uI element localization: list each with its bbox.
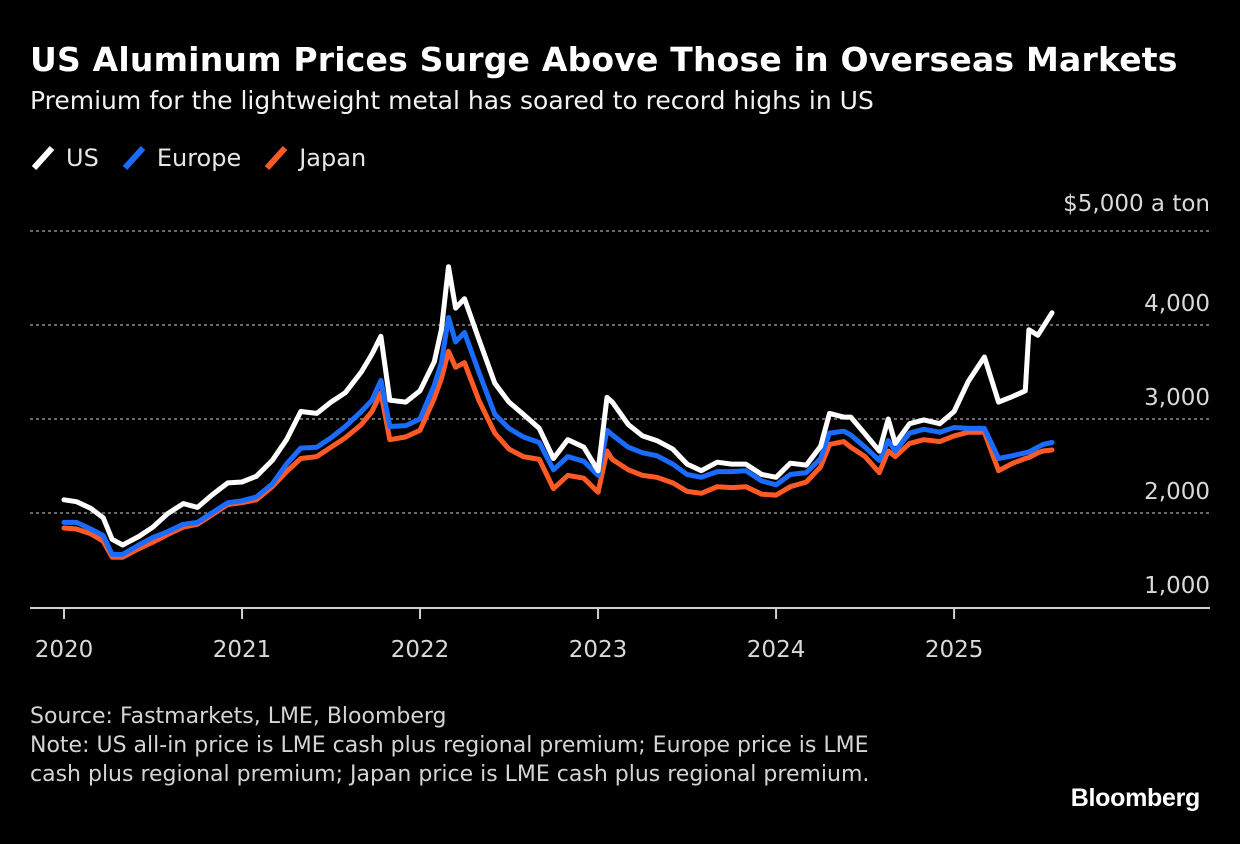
bloomberg-logo: Bloomberg [1070,784,1201,812]
note-text: Note: US all-in price is LME cash plus r… [30,733,870,787]
legend-label-europe: Europe [156,144,242,172]
chart-title: US Aluminum Prices Surge Above Those in … [30,40,1178,79]
legend-item-europe: Europe [121,144,241,172]
y-tick-label-3000: 3,000 [1144,385,1210,411]
legend-item-japan: Japan [263,144,366,172]
line-chart: 4,000 3,000 2,000 1,000 $5,000 a ton 2020 2021… [30,191,1210,663]
x-tick-label-2021: 2021 [213,637,272,663]
legend-swatch-us-icon [31,145,55,171]
source-text: Source: Fastmarkets, LME, Bloomberg [30,704,447,729]
y-unit-label: $5,000 a ton [1063,191,1210,217]
legend-label-japan: Japan [299,144,367,172]
x-tick-label-2024: 2024 [747,637,806,663]
legend-item-us: US [30,144,99,172]
legend-swatch-japan-icon [264,145,288,171]
y-tick-label-2000: 2,000 [1144,479,1210,505]
series-line-us [61,264,1055,548]
y-tick-label-1000: 1,000 [1144,573,1210,599]
x-tick-label-2020: 2020 [35,637,94,663]
chart-subtitle: Premium for the lightweight metal has so… [30,86,874,115]
legend-label-us: US [66,144,99,172]
x-tick-label-2022: 2022 [391,637,450,663]
y-tick-label-4000: 4,000 [1144,291,1210,317]
x-tick-label-2025: 2025 [925,637,984,663]
chart-legend: US Europe Japan [30,141,388,175]
x-tick-label-2023: 2023 [569,637,628,663]
legend-swatch-europe-icon [122,145,146,171]
series-line-europe [61,315,1055,557]
